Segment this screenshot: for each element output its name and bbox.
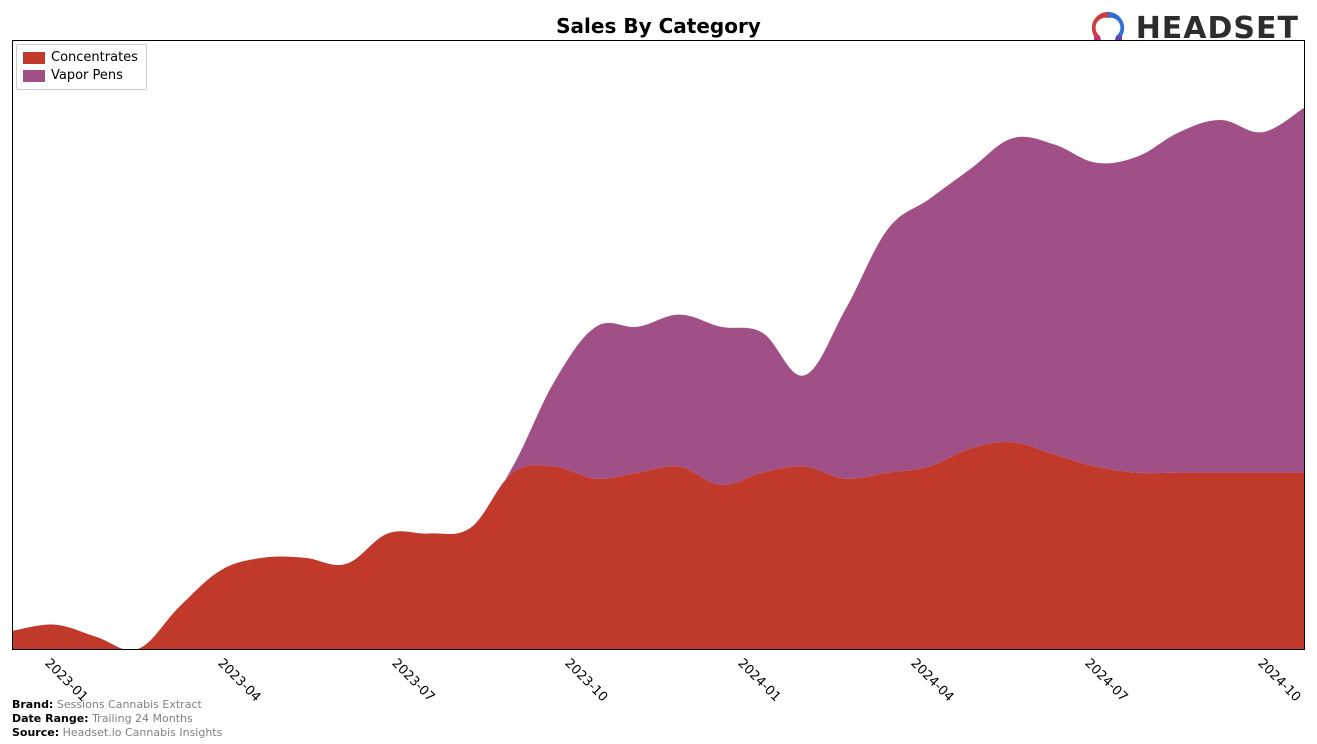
legend-swatch-concentrates xyxy=(23,52,45,64)
footer-date-range: Date Range: Trailing 24 Months xyxy=(12,712,222,726)
area-concentrates xyxy=(13,442,1304,649)
x-tick-label: 2024-04 xyxy=(908,656,957,705)
x-tick-label: 2024-10 xyxy=(1254,656,1303,705)
legend-item-concentrates: Concentrates xyxy=(23,49,138,67)
x-tick-label: 2024-07 xyxy=(1081,656,1130,705)
chart-footer: Brand: Sessions Cannabis Extract Date Ra… xyxy=(12,698,222,740)
x-tick-label: 2024-01 xyxy=(735,656,784,705)
legend-label-vapor-pens: Vapor Pens xyxy=(51,67,123,85)
footer-brand: Brand: Sessions Cannabis Extract xyxy=(12,698,222,712)
footer-source: Source: Headset.io Cannabis Insights xyxy=(12,726,222,740)
x-tick-label: 2023-07 xyxy=(388,656,437,705)
x-tick-label: 2023-10 xyxy=(561,656,610,705)
legend: Concentrates Vapor Pens xyxy=(16,44,147,90)
plot-area xyxy=(12,40,1305,650)
legend-label-concentrates: Concentrates xyxy=(51,49,138,67)
legend-item-vapor-pens: Vapor Pens xyxy=(23,67,138,85)
legend-swatch-vapor-pens xyxy=(23,70,45,82)
chart-container: Sales By Category HEADSET Concentrates V… xyxy=(0,0,1317,744)
area-chart-svg xyxy=(13,41,1304,649)
